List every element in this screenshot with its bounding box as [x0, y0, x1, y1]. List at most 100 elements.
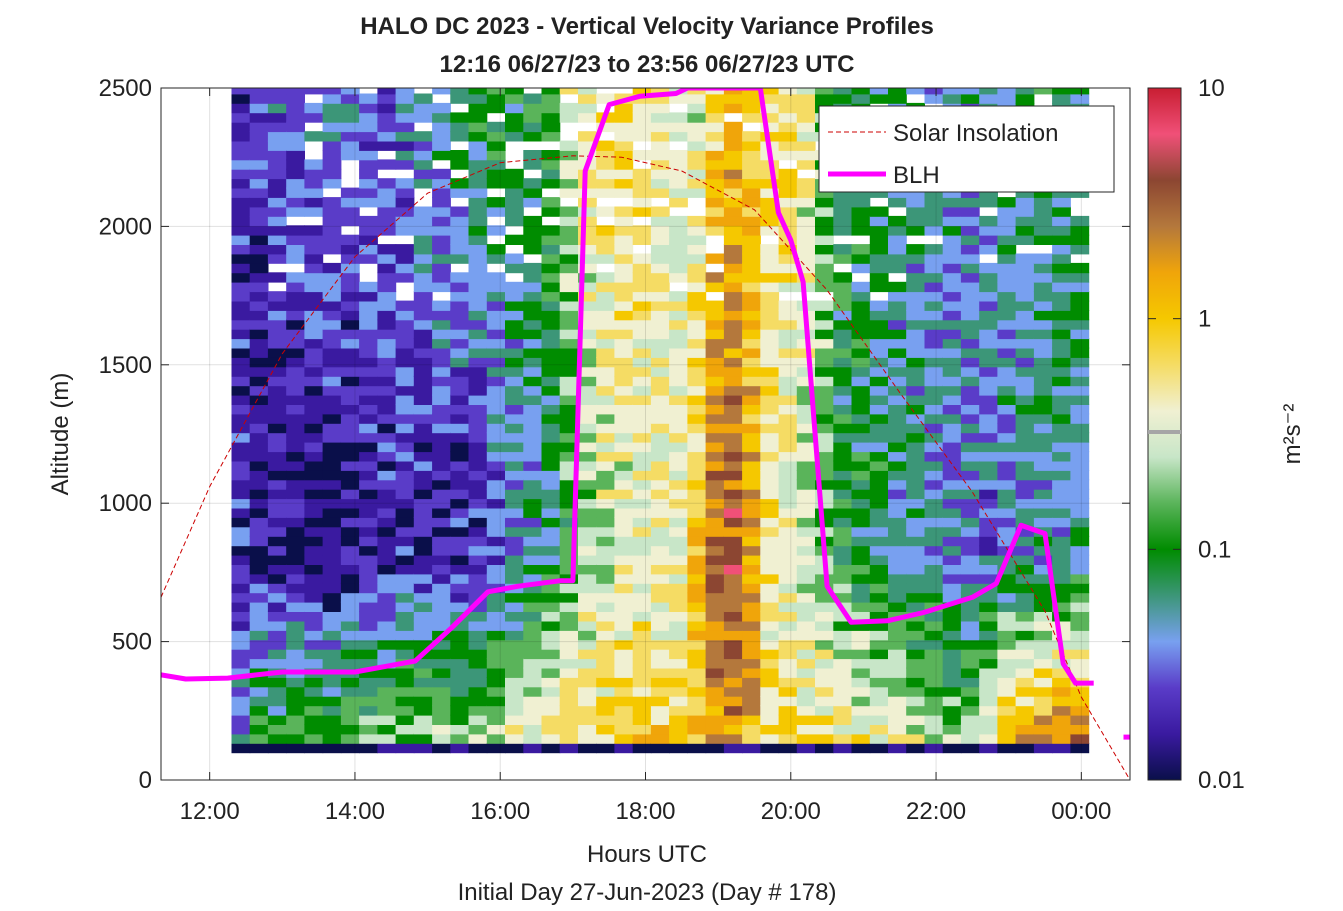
heatmap-cell	[304, 479, 324, 490]
heatmap-cell	[614, 385, 634, 396]
heatmap-cell	[340, 93, 360, 104]
heatmap-cell	[924, 404, 944, 415]
heatmap-cell	[851, 338, 871, 349]
heatmap-cell	[231, 347, 251, 358]
heatmap-cell	[596, 582, 615, 594]
heatmap-cell	[377, 620, 397, 631]
heatmap-cell	[669, 112, 688, 123]
heatmap-cell	[523, 338, 543, 349]
heatmap-cell	[760, 366, 780, 377]
heatmap-cell	[578, 488, 597, 500]
heatmap-cell	[906, 385, 925, 396]
heatmap-cell	[760, 460, 780, 471]
heatmap-cell	[468, 611, 488, 622]
heatmap-cell	[286, 197, 305, 208]
heatmap-cell	[559, 686, 579, 697]
heatmap-cell	[413, 488, 433, 500]
heatmap-cell	[1052, 695, 1071, 707]
heatmap-cell	[486, 432, 506, 443]
heatmap-cell	[687, 686, 707, 697]
heatmap-cell	[231, 517, 251, 528]
heatmap-cell	[249, 564, 269, 575]
heatmap-cell	[304, 357, 324, 368]
heatmap-cell	[340, 375, 360, 387]
heatmap-cell	[578, 88, 597, 95]
heatmap-cell	[523, 601, 543, 612]
heatmap-cell	[413, 658, 433, 669]
heatmap-cell	[578, 93, 597, 104]
heatmap-cell	[906, 479, 925, 490]
heatmap-cell	[450, 225, 470, 236]
heatmap-cell	[432, 582, 451, 594]
heatmap-cell	[286, 507, 305, 518]
heatmap-cell	[997, 545, 1017, 556]
heatmap-cell	[505, 375, 524, 387]
heatmap-cell	[578, 422, 597, 434]
heatmap-cell	[742, 733, 761, 744]
heatmap-cell	[231, 262, 251, 274]
heatmap-cell	[979, 535, 998, 547]
heatmap-cell	[432, 234, 451, 245]
heatmap-cell	[304, 592, 324, 603]
heatmap-cell	[942, 451, 962, 462]
heatmap-cell	[796, 733, 816, 744]
heatmap-cell	[596, 611, 615, 622]
heatmap-cell	[377, 601, 397, 612]
heatmap-cell	[1070, 526, 1090, 537]
heatmap-cell	[851, 742, 871, 754]
legend-solar-label: Solar Insolation	[893, 120, 1058, 147]
heatmap-cell	[1033, 658, 1053, 669]
heatmap-cell	[851, 291, 871, 302]
heatmap-cell	[395, 451, 415, 462]
heatmap-cell	[559, 441, 579, 453]
heatmap-cell	[322, 159, 342, 170]
heatmap-cell	[304, 112, 324, 123]
heatmap-cell	[687, 620, 707, 631]
heatmap-cell	[1070, 535, 1090, 547]
heatmap-cell	[304, 677, 324, 688]
heatmap-cell	[1015, 573, 1035, 584]
heatmap-cell	[377, 441, 397, 453]
heatmap-cell	[596, 630, 615, 641]
heatmap-cell	[778, 150, 798, 161]
heatmap-cell	[359, 187, 378, 198]
heatmap-cell	[906, 375, 925, 387]
heatmap-cell	[1070, 300, 1090, 311]
heatmap-cell	[942, 695, 962, 707]
heatmap-cell	[632, 262, 652, 274]
heatmap-cell	[267, 357, 287, 368]
heatmap-cell	[632, 573, 652, 584]
heatmap-cell	[888, 310, 907, 321]
heatmap-cell	[432, 498, 451, 509]
heatmap-cell	[1052, 244, 1071, 255]
heatmap-cell	[413, 695, 433, 707]
heatmap-cell	[796, 244, 816, 255]
heatmap-cell	[249, 545, 269, 556]
heatmap-cell	[669, 347, 688, 358]
heatmap-cell	[632, 724, 652, 735]
heatmap-cell	[450, 422, 470, 434]
heatmap-cell	[614, 404, 634, 415]
heatmap-cell	[705, 498, 725, 509]
heatmap-cell	[322, 131, 342, 142]
heatmap-cell	[304, 714, 324, 725]
heatmap-cell	[687, 742, 707, 754]
heatmap-cell	[486, 385, 506, 396]
heatmap-cell	[286, 441, 305, 453]
heatmap-cell	[578, 526, 597, 537]
heatmap-cell	[833, 225, 853, 236]
heatmap-cell	[924, 507, 944, 518]
heatmap-cell	[815, 724, 834, 735]
heatmap-cell	[669, 658, 688, 669]
heatmap-cell	[851, 498, 871, 509]
heatmap-cell	[614, 432, 634, 443]
heatmap-cell	[778, 319, 798, 330]
heatmap-cell	[997, 517, 1017, 528]
heatmap-cell	[614, 677, 634, 688]
heatmap-cell	[541, 394, 561, 405]
heatmap-cell	[632, 310, 652, 321]
heatmap-cell	[705, 187, 725, 198]
heatmap-cell	[687, 88, 707, 95]
heatmap-cell	[578, 366, 597, 377]
heatmap-cell	[486, 310, 506, 321]
